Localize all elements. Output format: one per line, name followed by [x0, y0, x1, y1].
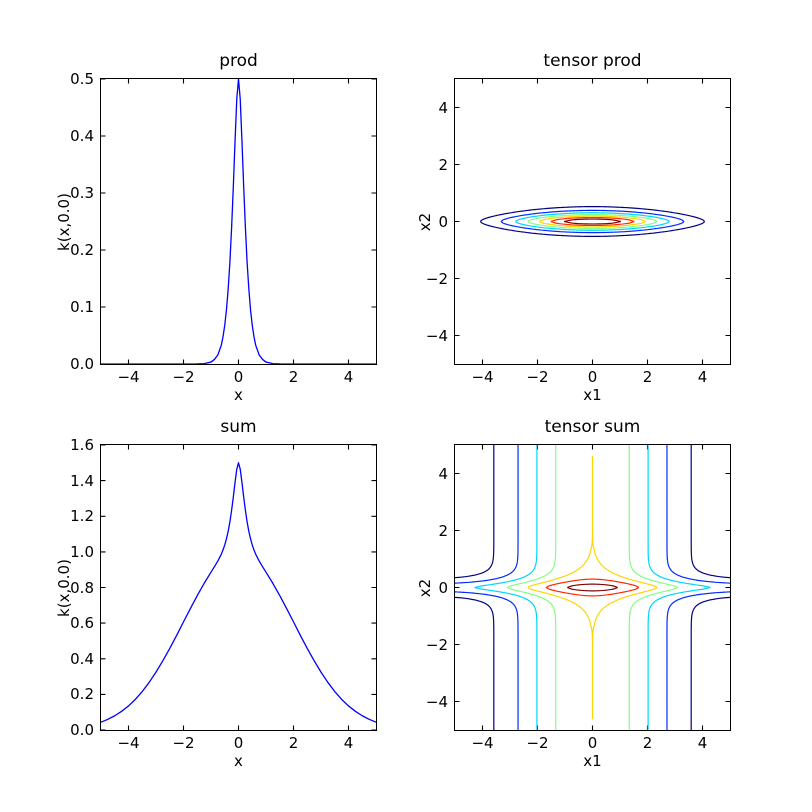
x-tick-label: 2	[642, 368, 653, 386]
x-tick-label: 4	[343, 368, 354, 386]
x-tick-label: 2	[288, 734, 299, 752]
x-tick-label: 0	[233, 368, 244, 386]
chart-title: prod	[219, 51, 258, 71]
x-tick-label: 0	[233, 734, 244, 752]
x-tick-label: −4	[471, 734, 494, 752]
x-axis-label: x	[234, 752, 243, 770]
y-tick-label: 0	[438, 212, 448, 231]
y-tick-label: −4	[425, 692, 448, 711]
x-tick-label: −2	[526, 734, 549, 752]
y-tick-label: 1.0	[70, 542, 94, 561]
x-axis-label: x1	[583, 386, 602, 404]
y-tick-label: 1.4	[70, 471, 94, 490]
x-tick-label: 2	[288, 368, 299, 386]
x-axis-label: x	[234, 386, 243, 404]
y-tick-label: 0.2	[70, 685, 94, 704]
y-tick-label: 2	[438, 521, 448, 540]
y-tick-label: 4	[438, 464, 448, 483]
subplot-sum: sum k(x,0.0) x −4 −2 0 2 4 0.0 0.2 0.4 0.6 0.8 1.0…	[55, 417, 377, 770]
chart-title: tensor sum	[544, 417, 641, 437]
x-tick-label: 0	[587, 734, 598, 752]
y-tick-label: 1.6	[70, 436, 94, 454]
y-tick-label: 0.4	[70, 127, 94, 145]
x-tick-label: −4	[117, 368, 140, 386]
x-tick-label: 4	[343, 734, 354, 752]
chart-title: sum	[220, 417, 257, 437]
x-tick-label: −2	[172, 734, 195, 752]
y-tick-label: 0.0	[70, 721, 94, 739]
x-axis-label: x1	[583, 752, 602, 770]
plot-canvas	[101, 79, 376, 364]
y-tick-label: 0.5	[70, 70, 94, 88]
x-tick-label: 2	[642, 734, 653, 752]
chart-title: tensor prod	[543, 51, 642, 71]
y-tick-label: 0.2	[70, 241, 94, 259]
y-tick-label: −4	[425, 326, 448, 345]
subplot-tensor-prod: tensor prod x2 x1 −4 −2 0 2 4 −4 −2 0 2 4	[416, 51, 731, 404]
x-tick-label: 0	[587, 368, 598, 386]
y-tick-label: −2	[425, 635, 448, 654]
y-tick-label: 0	[438, 578, 448, 597]
plot-canvas	[455, 445, 730, 730]
y-tick-label: 0.4	[70, 649, 94, 668]
subplot-prod: prod k(x,0.0) x −4 −2 0 2 4 0.0 0.1 0.2 0.3 0.4 0.…	[55, 51, 377, 404]
y-tick-label: 0.6	[70, 614, 94, 633]
y-tick-label: 0.3	[70, 184, 94, 202]
x-tick-label: −4	[471, 368, 494, 386]
y-tick-label: 1.2	[70, 507, 94, 526]
y-tick-label: 4	[438, 98, 448, 117]
y-axis-label: x2	[416, 578, 434, 597]
x-tick-label: 4	[697, 368, 708, 386]
y-tick-label: −2	[425, 269, 448, 288]
plot-canvas	[455, 79, 730, 364]
x-tick-label: −4	[117, 734, 140, 752]
x-tick-label: 4	[697, 734, 708, 752]
y-axis-label: x2	[416, 212, 434, 231]
x-tick-label: −2	[172, 368, 195, 386]
y-tick-label: 2	[438, 155, 448, 174]
plot-canvas	[101, 445, 376, 730]
x-tick-label: −2	[526, 368, 549, 386]
y-tick-label: 0.0	[70, 355, 94, 373]
subplot-tensor-sum: tensor sum x2 x1 −4 −2 0 2 4 −4 −2 0 2 4	[416, 417, 731, 770]
y-tick-label: 0.8	[70, 578, 94, 597]
y-tick-label: 0.1	[70, 298, 94, 316]
